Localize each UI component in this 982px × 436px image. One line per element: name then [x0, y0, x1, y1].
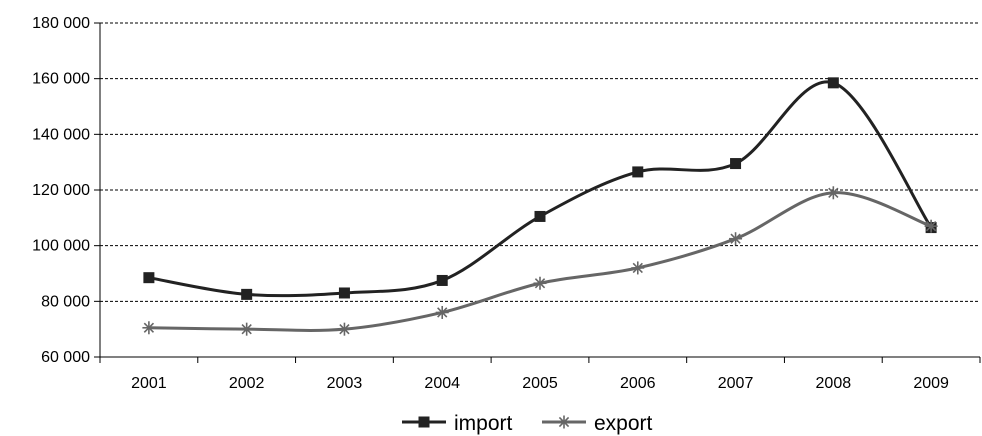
- y-tick-label: 100 000: [32, 238, 90, 255]
- data-point-export: [729, 232, 743, 246]
- gridlines: [100, 22, 980, 302]
- series-lines: [142, 77, 938, 336]
- legend-label: import: [454, 412, 513, 435]
- x-tick-label: 2007: [718, 375, 754, 392]
- y-tick-label: 160 000: [32, 71, 90, 88]
- data-point-import: [534, 210, 546, 222]
- marker-stroke: [339, 324, 350, 335]
- x-tick-labels: 2001 2002 2003 2004 2005 2006 2007 2008 2009: [131, 375, 949, 392]
- marker-stroke: [437, 307, 448, 318]
- marker-stroke: [558, 416, 570, 428]
- data-point-import: [632, 166, 644, 178]
- marker-stroke: [534, 278, 546, 289]
- marker-stroke: [828, 187, 839, 198]
- legend-marker: [418, 416, 430, 428]
- legend: import export: [402, 412, 653, 435]
- marker-stroke: [632, 262, 643, 274]
- marker-stroke: [925, 221, 937, 232]
- data-point-import: [827, 77, 839, 89]
- axes: [94, 22, 981, 363]
- y-tick-label: 120 000: [32, 182, 90, 199]
- legend-label: export: [594, 412, 653, 435]
- data-point-import: [436, 274, 448, 286]
- data-point-export: [924, 219, 938, 233]
- x-tick-label: 2009: [913, 375, 949, 392]
- legend-marker: [557, 415, 571, 429]
- data-point-export: [826, 186, 840, 200]
- data-point-export: [240, 322, 254, 336]
- x-tick-label: 2005: [522, 375, 558, 392]
- x-tick-label: 2008: [816, 375, 852, 392]
- data-point-export: [631, 261, 645, 275]
- y-tick-label: 140 000: [32, 126, 90, 143]
- data-point-import: [241, 288, 253, 300]
- marker-stroke: [241, 324, 252, 335]
- x-tick-label: 2002: [229, 375, 265, 392]
- data-point-import: [143, 272, 155, 284]
- marker-stroke: [143, 322, 155, 333]
- x-tick-label: 2004: [424, 375, 460, 392]
- y-tick-label: 180 000: [32, 15, 90, 32]
- x-tick-label: 2003: [327, 375, 363, 392]
- data-point-import: [338, 287, 350, 299]
- data-point-export: [337, 322, 351, 336]
- marker-stroke: [730, 233, 741, 244]
- data-point-export: [142, 321, 156, 335]
- series-line-import: [148, 80, 933, 298]
- y-tick-label: 80 000: [41, 293, 90, 310]
- data-point-import: [730, 158, 742, 170]
- data-point-export: [533, 276, 547, 290]
- data-point-export: [435, 305, 449, 319]
- legend-item-import: import: [402, 412, 513, 435]
- legend-item-export: export: [542, 412, 653, 435]
- y-tick-labels: 60 000 80 000 100 000 120 000 140 000 160 000…: [32, 15, 90, 366]
- x-tick-label: 2001: [131, 375, 167, 392]
- x-tick-label: 2006: [620, 375, 656, 392]
- y-tick-label: 60 000: [41, 349, 90, 366]
